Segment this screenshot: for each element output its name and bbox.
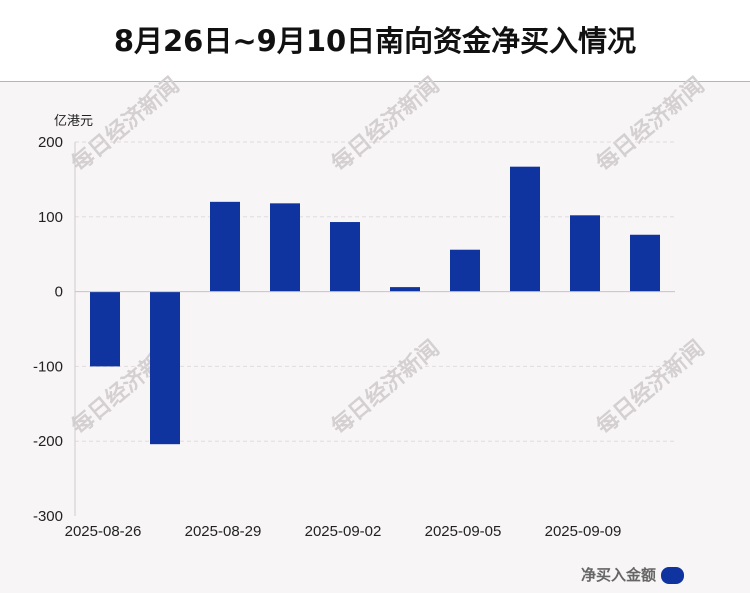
- watermark-text: 每日经济新闻: [592, 335, 710, 440]
- y-axis-unit-label: 亿港元: [54, 114, 93, 129]
- bar[interactable]: [150, 291, 180, 445]
- bar[interactable]: [330, 222, 360, 292]
- y-tick-label: 200: [38, 134, 63, 151]
- y-tick-label: -200: [33, 433, 63, 450]
- plot-background: [0, 82, 750, 593]
- x-tick-label: 2025-09-02: [305, 523, 382, 540]
- bar[interactable]: [570, 215, 600, 292]
- x-tick-label: 2025-08-29: [185, 523, 262, 540]
- y-tick-label: -100: [33, 358, 63, 375]
- bar[interactable]: [90, 291, 120, 367]
- x-tick-label: 2025-09-09: [545, 523, 622, 540]
- bar[interactable]: [510, 166, 540, 292]
- title-bar: 8月26日~9月10日南向资金净买入情况: [0, 0, 750, 82]
- watermark-text: 每日经济新闻: [327, 335, 445, 440]
- y-tick-label: 100: [38, 209, 63, 226]
- chart-title: 8月26日~9月10日南向资金净买入情况: [113, 24, 637, 58]
- legend-swatch: [661, 567, 684, 584]
- bar[interactable]: [630, 234, 660, 292]
- watermark-text: 每日经济新闻: [592, 72, 710, 177]
- y-tick-label: 0: [55, 284, 63, 301]
- x-tick-label: 2025-09-05: [425, 523, 502, 540]
- legend-label: 净买入金额: [581, 566, 656, 584]
- bar[interactable]: [270, 203, 300, 292]
- bar[interactable]: [210, 201, 240, 292]
- y-tick-label: -300: [33, 508, 63, 525]
- watermark-text: 每日经济新闻: [327, 72, 445, 177]
- bar[interactable]: [450, 249, 480, 292]
- bar[interactable]: [390, 287, 420, 292]
- x-tick-label: 2025-08-26: [65, 523, 142, 540]
